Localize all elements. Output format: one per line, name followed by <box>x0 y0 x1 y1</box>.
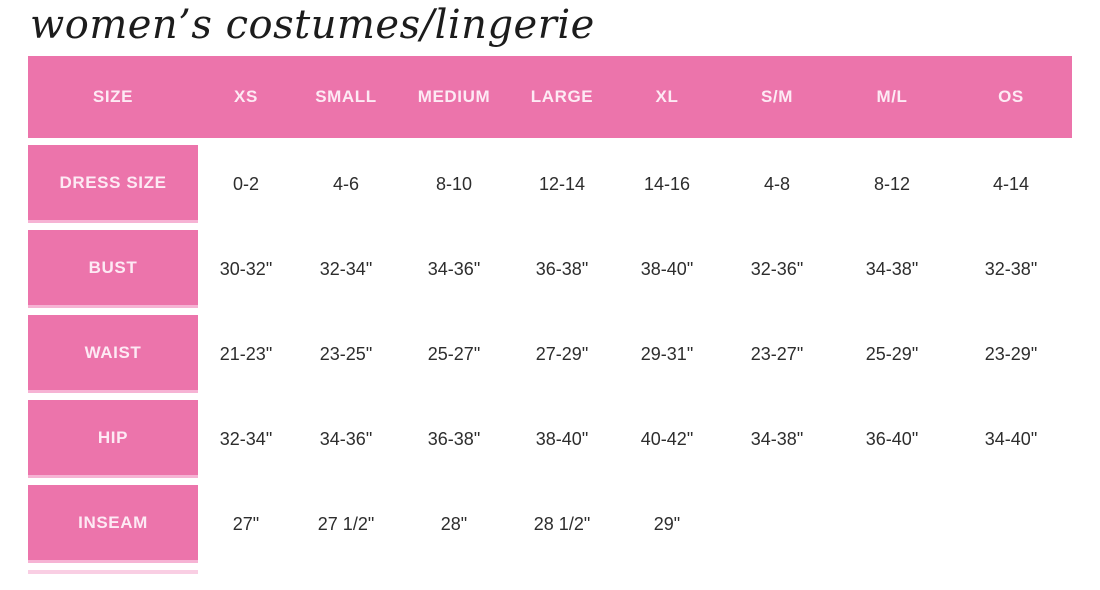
table-cell: 34-38" <box>720 400 834 478</box>
header-cell: M/L <box>876 87 908 106</box>
table-row: INSEAM 27" 27 1/2" 28" 28 1/2" 29" <box>28 485 1072 563</box>
table-cell: 32-34" <box>294 230 398 308</box>
table-cell: 40-42" <box>614 400 720 478</box>
table-row: WAIST 21-23" 23-25" 25-27" 27-29" 29-31" 23-27… <box>28 315 1072 393</box>
table-cell: 8-12 <box>834 145 950 223</box>
table-cell: 4-14 <box>950 145 1072 223</box>
table-cell: 25-27" <box>398 315 510 393</box>
header-cell: XL <box>655 87 679 106</box>
header-cell: SIZE <box>92 87 134 106</box>
table-cell: 36-38" <box>510 230 614 308</box>
row-label: INSEAM <box>28 485 198 563</box>
row-label: WAIST <box>28 315 198 393</box>
row-label: HIP <box>28 400 198 478</box>
table-cell: 23-27" <box>720 315 834 393</box>
size-chart-page: women’s costumes/lingerie SIZE XS SMALL MED… <box>28 2 1072 574</box>
table-cell: 4-8 <box>720 145 834 223</box>
size-chart-table: SIZE XS SMALL MEDIUM LARGE XL S/M M/L OS DRESS S… <box>28 56 1072 563</box>
table-cell: 32-34" <box>198 400 294 478</box>
table-cell: 28" <box>398 485 510 563</box>
table-cell: 23-29" <box>950 315 1072 393</box>
table-header-row: SIZE XS SMALL MEDIUM LARGE XL S/M M/L OS <box>28 56 1072 138</box>
table-row: DRESS SIZE 0-2 4-6 8-10 12-14 14-16 4-8 8-12 4-1… <box>28 145 1072 223</box>
table-cell: 14-16 <box>614 145 720 223</box>
table-cell: 21-23" <box>198 315 294 393</box>
table-cell: 29" <box>614 485 720 563</box>
table-row: HIP 32-34" 34-36" 36-38" 38-40" 40-42" 34-38" 3… <box>28 400 1072 478</box>
header-cell: LARGE <box>530 87 594 106</box>
header-cell: S/M <box>760 87 794 106</box>
header-cell: OS <box>998 87 1024 106</box>
table-cell: 36-40" <box>834 400 950 478</box>
table-cell: 34-36" <box>398 230 510 308</box>
page-title: women’s costumes/lingerie <box>30 2 595 48</box>
bottom-accent-strip <box>28 570 198 574</box>
table-cell: 29-31" <box>614 315 720 393</box>
table-cell: 8-10 <box>398 145 510 223</box>
table-cell <box>950 485 1072 563</box>
table-body: DRESS SIZE 0-2 4-6 8-10 12-14 14-16 4-8 8-12 4-1… <box>28 145 1072 563</box>
header-cell: XS <box>234 87 258 106</box>
header-cell: SMALL <box>315 87 377 106</box>
table-row: BUST 30-32" 32-34" 34-36" 36-38" 38-40" 32-36"… <box>28 230 1072 308</box>
row-label: BUST <box>28 230 198 308</box>
table-cell: 4-6 <box>294 145 398 223</box>
row-label: DRESS SIZE <box>28 145 198 223</box>
table-cell: 38-40" <box>510 400 614 478</box>
table-cell: 32-36" <box>720 230 834 308</box>
table-cell: 27-29" <box>510 315 614 393</box>
table-cell: 12-14 <box>510 145 614 223</box>
table-cell <box>720 485 834 563</box>
header-cell: MEDIUM <box>417 87 491 106</box>
table-cell: 34-38" <box>834 230 950 308</box>
table-cell <box>834 485 950 563</box>
table-cell: 25-29" <box>834 315 950 393</box>
table-cell: 27" <box>198 485 294 563</box>
table-cell: 38-40" <box>614 230 720 308</box>
table-cell: 34-36" <box>294 400 398 478</box>
table-cell: 28 1/2" <box>510 485 614 563</box>
table-cell: 27 1/2" <box>294 485 398 563</box>
table-cell: 30-32" <box>198 230 294 308</box>
table-cell: 34-40" <box>950 400 1072 478</box>
table-cell: 36-38" <box>398 400 510 478</box>
table-cell: 32-38" <box>950 230 1072 308</box>
table-cell: 23-25" <box>294 315 398 393</box>
table-cell: 0-2 <box>198 145 294 223</box>
